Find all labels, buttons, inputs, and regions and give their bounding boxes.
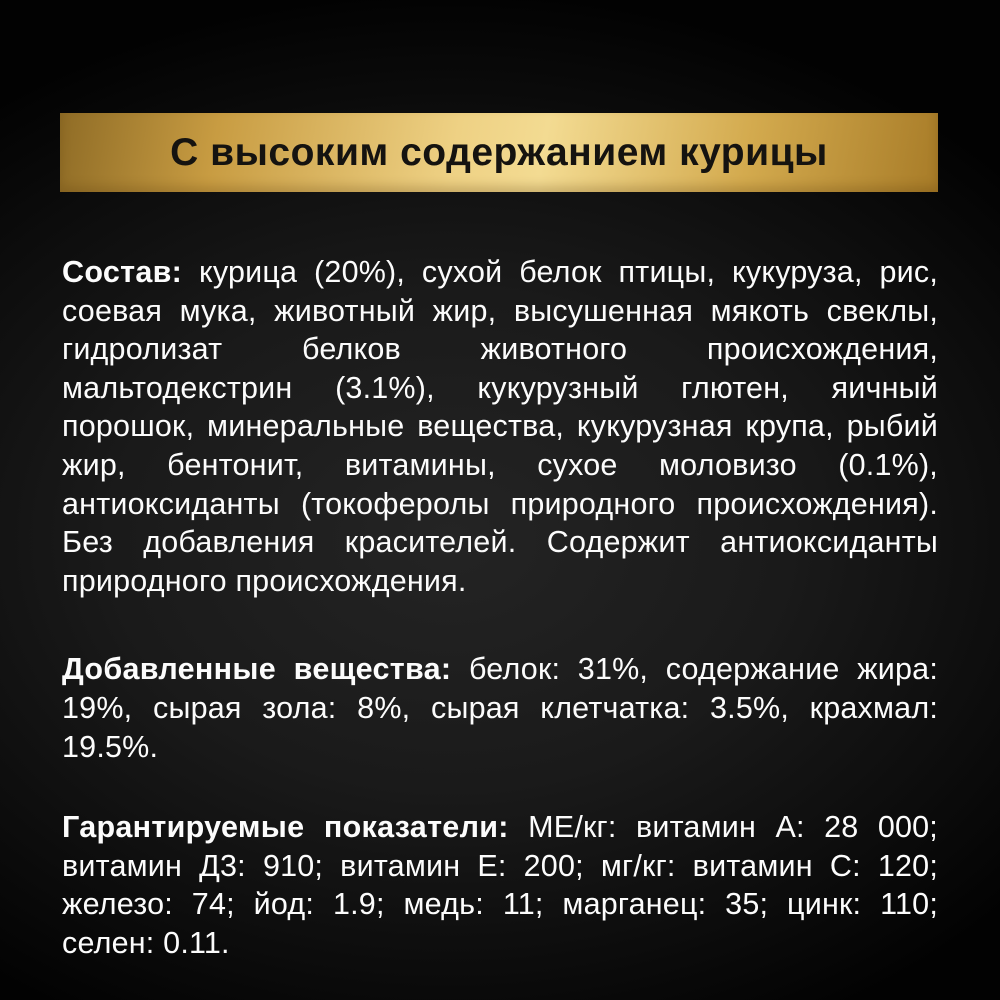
guaranteed-paragraph: Гарантируемые показатели: МЕ/кг: витамин…	[62, 808, 938, 962]
composition-paragraph: Состав: курица (20%), сухой белок птицы,…	[62, 253, 938, 600]
label-text-content: Состав: курица (20%), сухой белок птицы,…	[62, 191, 938, 993]
gold-banner: С высоким содержанием курицы	[60, 113, 938, 192]
guaranteed-heading: Гарантируемые показатели:	[62, 810, 509, 845]
composition-heading: Состав:	[62, 255, 183, 289]
additives-heading: Добавленные вещества:	[62, 652, 452, 687]
composition-text: курица (20%), сухой белок птицы, кукуруз…	[62, 255, 938, 598]
additives-text: белок: 31%, содержание жира: 19%, сырая …	[62, 652, 938, 764]
additives-paragraph: Добавленные вещества: белок: 31%, содерж…	[62, 650, 938, 766]
banner-title: С высоким содержанием курицы	[170, 130, 828, 174]
guaranteed-text: МЕ/кг: витамин А: 28 000; витамин Д3: 91…	[62, 810, 938, 960]
